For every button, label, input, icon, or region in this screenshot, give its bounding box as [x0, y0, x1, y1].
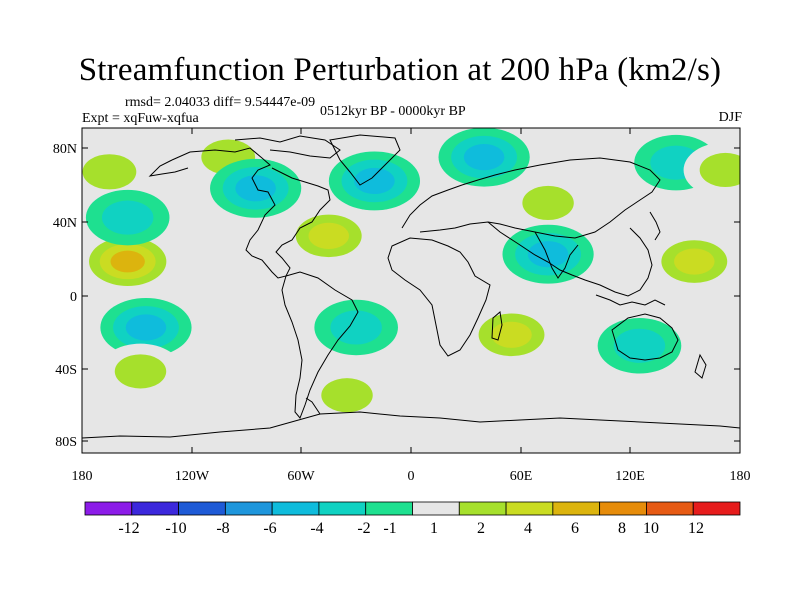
contour-south-atlantic-low [330, 310, 382, 345]
colorbar-label: 4 [524, 520, 532, 537]
lon-label: 0 [408, 469, 415, 484]
colorbar-label: -6 [263, 520, 276, 537]
colorbar-label: 12 [688, 520, 704, 537]
lon-label: 180 [730, 469, 751, 484]
contour-central-asia-high [522, 185, 574, 221]
contour-north-atlantic-low [354, 167, 395, 195]
colorbar-label: -4 [310, 520, 323, 537]
lat-label: 0 [70, 290, 77, 305]
chart-title: Streamfunction Perturbation at 200 hPa (… [78, 52, 722, 88]
colorbar-label: 8 [618, 520, 626, 537]
colorbar-swatch [458, 501, 507, 516]
contour-australia-low [613, 328, 666, 363]
coast-greenland [329, 134, 401, 186]
contour-southern-ocean-high [114, 354, 167, 389]
lon-label: 120E [615, 469, 645, 484]
colorbar-label: -1 [383, 520, 396, 537]
lat-axis: 80N 40N 0 40S 80S [53, 142, 740, 450]
season-label: DJF [718, 110, 742, 125]
rmsd-diff-text: rmsd= 2.04033 diff= 9.54447e-09 [125, 95, 316, 110]
coast-europe [401, 157, 661, 239]
lon-label: 180 [72, 469, 93, 484]
coast-japan [649, 211, 661, 241]
colorbar-swatch [84, 501, 133, 516]
coast-north-america [171, 147, 331, 279]
colorbar-swatch [412, 501, 460, 516]
colorbar-label: 6 [571, 520, 579, 537]
coast-antarctica [82, 411, 740, 439]
lat-label: 80N [53, 142, 77, 157]
colorbar-label: -8 [216, 520, 229, 537]
colorbar-swatch [178, 501, 226, 516]
contour-asia-low [527, 241, 569, 268]
coast-africa [387, 237, 491, 357]
colorbar-label: 2 [477, 520, 485, 537]
contour-atlantic-high [308, 222, 350, 249]
colorbar-swatch [271, 501, 320, 516]
lat-label: 40N [53, 216, 77, 231]
colorbar-swatch [599, 501, 647, 516]
contour-fills [82, 128, 740, 423]
colorbar-label: 1 [430, 520, 438, 537]
contour-south-indian-high [491, 321, 532, 348]
colorbar-swatch [552, 501, 601, 516]
colorbar-swatch [692, 501, 741, 516]
colorbar-swatch [131, 501, 179, 516]
contour-south-atlantic-high [321, 378, 373, 413]
period-label: 0512kyr BP - 0000kyr BP [320, 104, 466, 119]
colorbar-label: -12 [118, 520, 139, 537]
coast-south-america [281, 271, 359, 419]
contour-north-pacific-high-1 [82, 154, 137, 190]
coast-india [534, 231, 579, 279]
coast-asia [487, 221, 653, 297]
contour-west-pacific-high [674, 248, 715, 275]
contour-north-america-low [235, 175, 276, 202]
coastlines [82, 134, 740, 439]
lon-label: 60E [510, 469, 533, 484]
colorbar-label: -2 [357, 520, 370, 537]
colorbar-label: 10 [643, 520, 659, 537]
coast-antarctic-peninsula [305, 397, 321, 415]
lat-label: 40S [55, 363, 77, 378]
lon-axis: 180 120W 60W 0 60E 120E 180 [72, 128, 751, 484]
colorbar-swatch [505, 501, 554, 516]
lon-label: 60W [287, 469, 315, 484]
coast-indonesia [595, 294, 666, 306]
contour-subtropical-pacific-high [110, 250, 145, 273]
contour-europe-low [463, 144, 505, 171]
colorbar-swatch [318, 501, 367, 516]
colorbar-swatch [365, 501, 413, 516]
colorbar-labels: -12 -10 -8 -6 -4 -2 -1 1 2 4 6 8 10 12 [118, 520, 704, 537]
lat-label: 80S [55, 435, 77, 450]
contour-north-pacific-low [101, 200, 154, 235]
coast-new-zealand [694, 353, 707, 379]
contour-south-pacific-low [125, 314, 167, 341]
coast-alaska [148, 159, 189, 177]
colorbar [84, 501, 741, 516]
colorbar-swatch [224, 501, 273, 516]
lon-label: 120W [175, 469, 210, 484]
colorbar-swatch [646, 501, 694, 516]
contour-pacific-high [699, 152, 740, 188]
colorbar-label: -10 [165, 520, 186, 537]
experiment-label: Expt = xqFuw-xqfua [82, 111, 199, 126]
coast-australia [611, 313, 679, 361]
coast-madagascar [491, 311, 503, 341]
